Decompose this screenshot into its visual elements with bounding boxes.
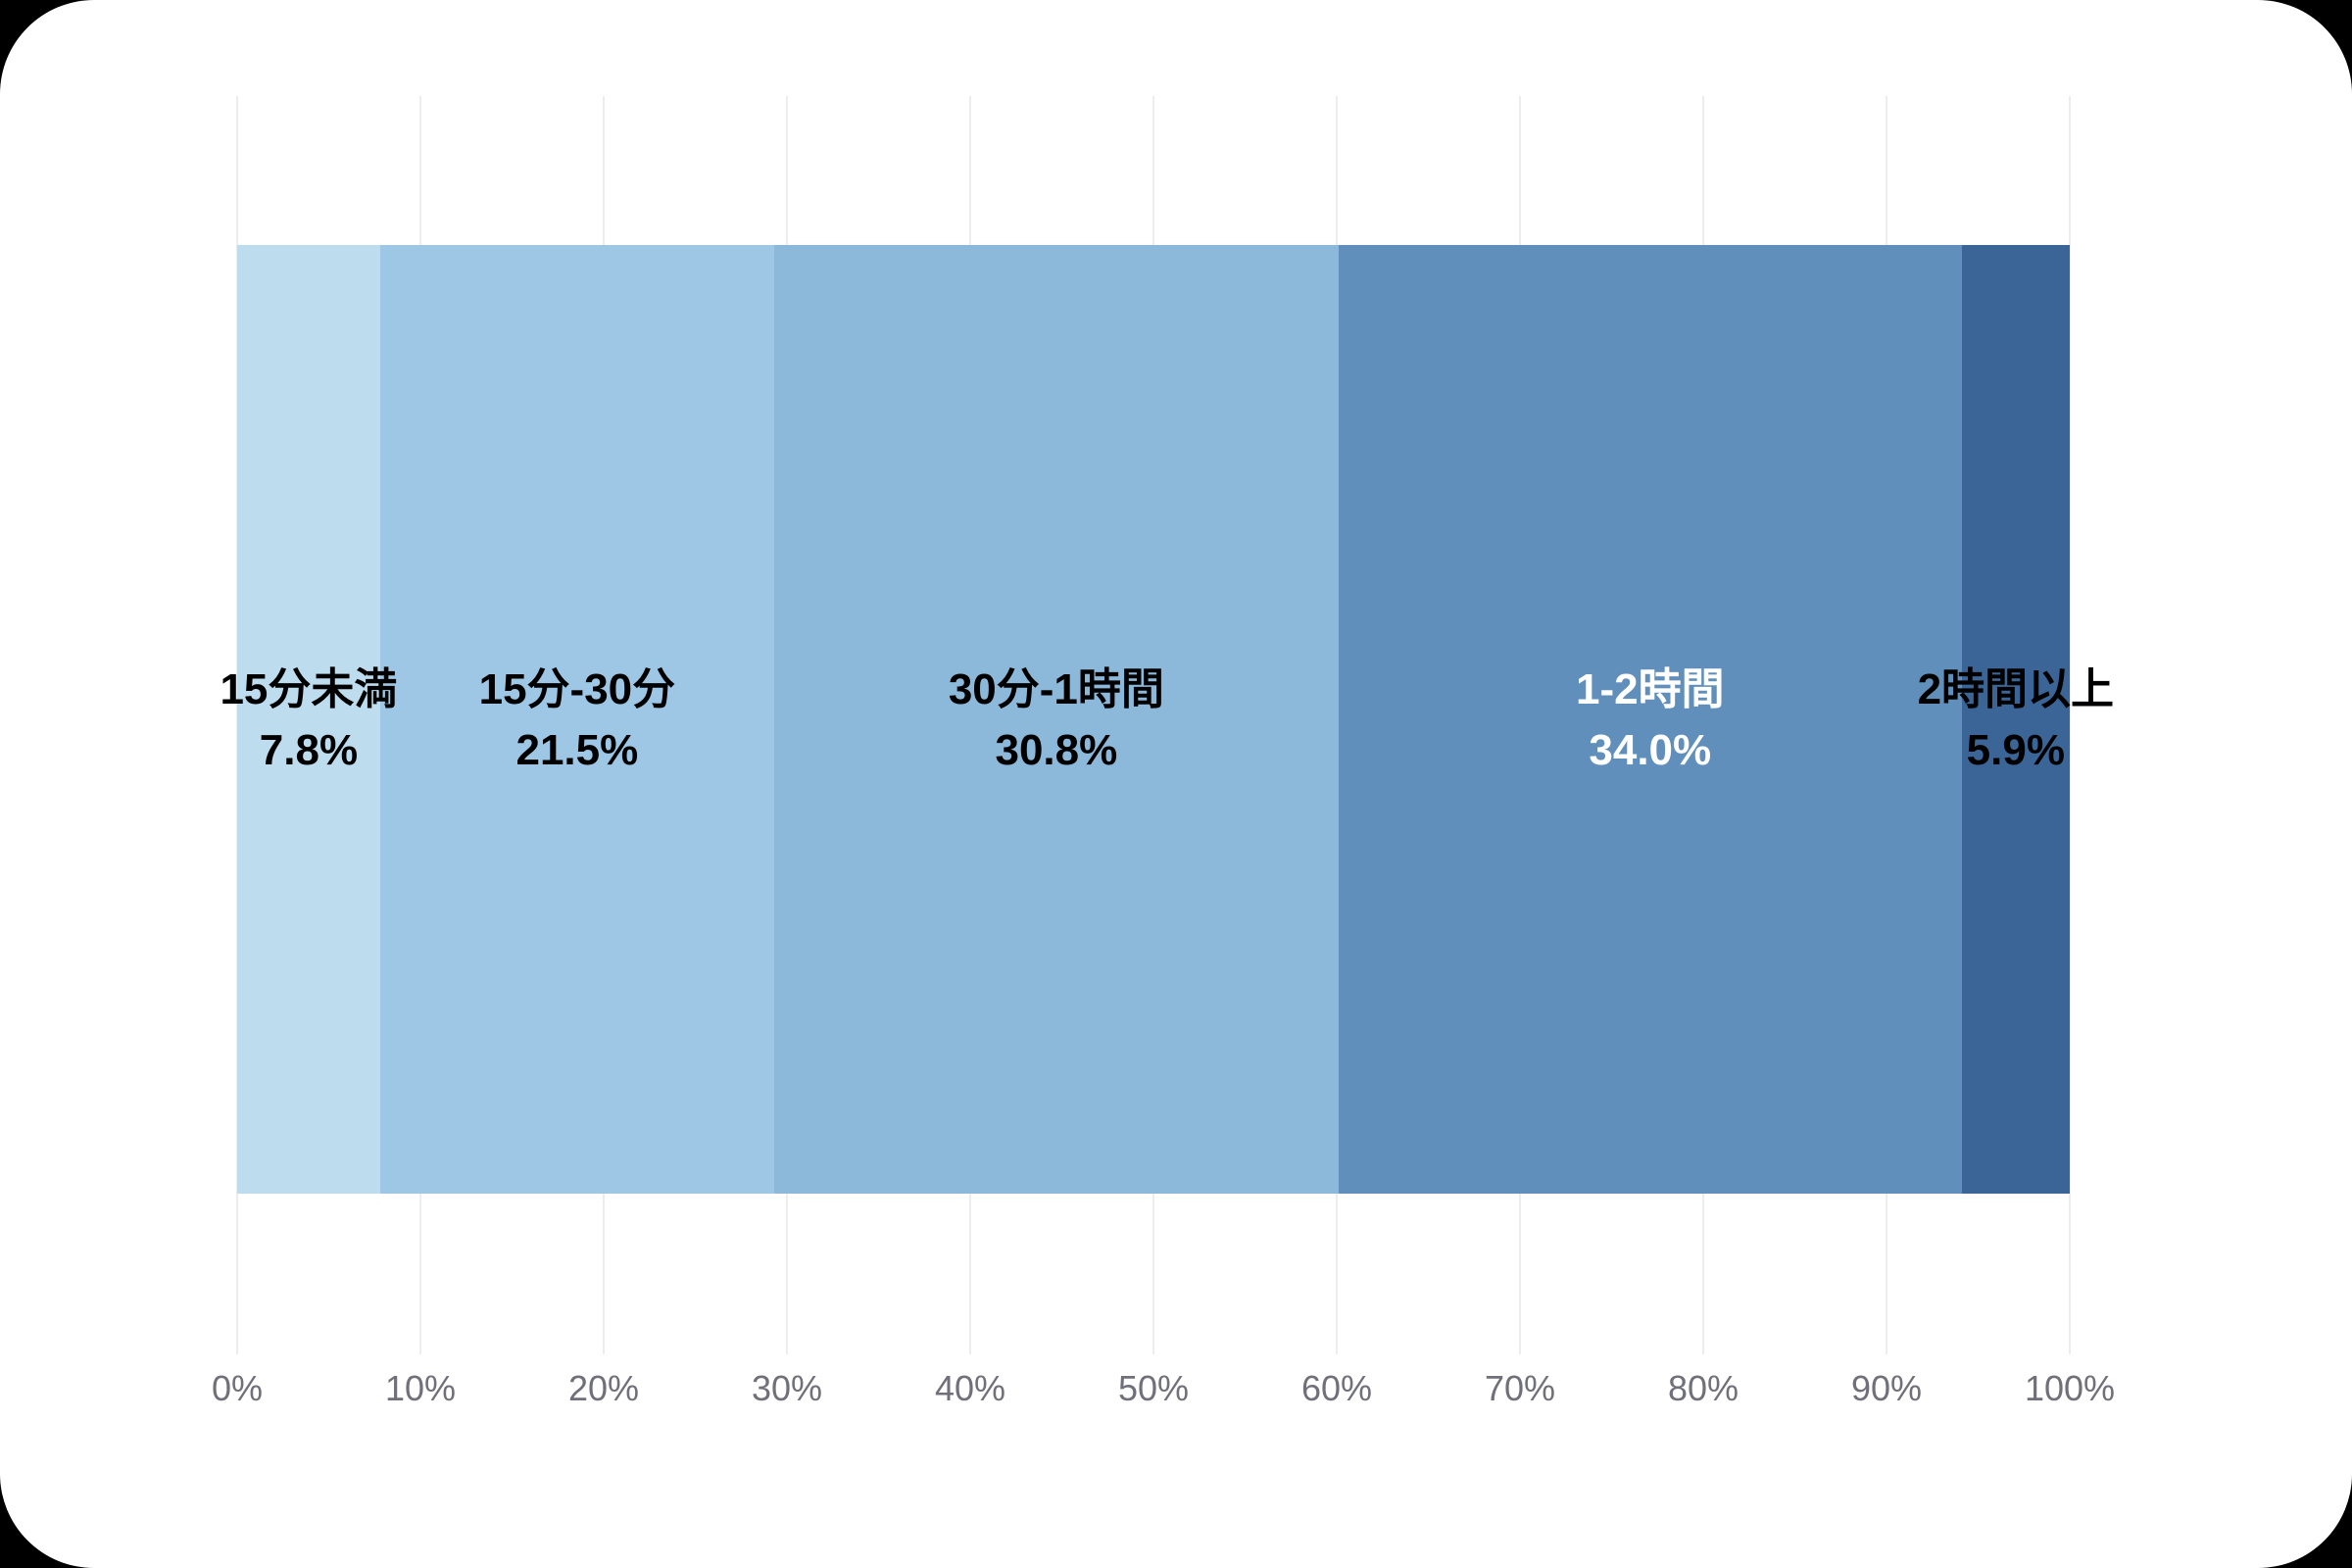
x-tick-label: 20% (567, 1368, 640, 1408)
bar-segment-1 (237, 245, 380, 1194)
x-tick-label: 70% (1484, 1368, 1556, 1408)
segment-category-text: 2時間以上 (1917, 665, 2115, 713)
x-tick-label: 40% (934, 1368, 1006, 1408)
x-tick-label: 60% (1300, 1368, 1373, 1408)
segment-percent-text: 30.8% (995, 726, 1118, 774)
gridline-100% (2069, 96, 2071, 1354)
segment-percent-text: 21.5% (515, 726, 639, 774)
stacked-bar (237, 245, 2070, 1194)
segment-label-3: 30分-1時間 30.8% (949, 660, 1164, 781)
segment-percent-text: 7.8% (259, 726, 359, 774)
segment-category-text: 15分未満 (220, 665, 398, 713)
x-tick-label: 100% (2024, 1368, 2116, 1408)
bar-segment-4 (1338, 245, 1962, 1194)
segment-label-2: 15分-30分 21.5% (479, 660, 676, 781)
segment-category-text: 1-2時間 (1575, 665, 1725, 713)
bar-segment-5 (1961, 245, 2070, 1194)
bar-segment-3 (773, 245, 1339, 1194)
x-tick-label: 10% (384, 1368, 457, 1408)
x-tick-label: 50% (1117, 1368, 1190, 1408)
bar-segment-2 (379, 245, 774, 1194)
segment-label-4: 1-2時間 34.0% (1576, 660, 1725, 781)
segment-percent-text: 34.0% (1589, 726, 1712, 774)
segment-label-5: 2時間以上 5.9% (1918, 660, 2114, 781)
segment-percent-text: 5.9% (1966, 726, 2065, 774)
segment-category-text: 30分-1時間 (948, 665, 1164, 713)
segment-label-1: 15分未満 7.8% (220, 660, 397, 781)
x-tick-label: 30% (751, 1368, 823, 1408)
segment-category-text: 15分-30分 (478, 665, 676, 713)
x-tick-label: 90% (1850, 1368, 1923, 1408)
x-tick-label: 0% (211, 1368, 264, 1408)
x-tick-label: 80% (1667, 1368, 1740, 1408)
